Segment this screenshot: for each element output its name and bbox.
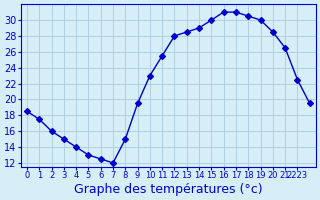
X-axis label: Graphe des températures (°c): Graphe des températures (°c) (74, 183, 263, 196)
